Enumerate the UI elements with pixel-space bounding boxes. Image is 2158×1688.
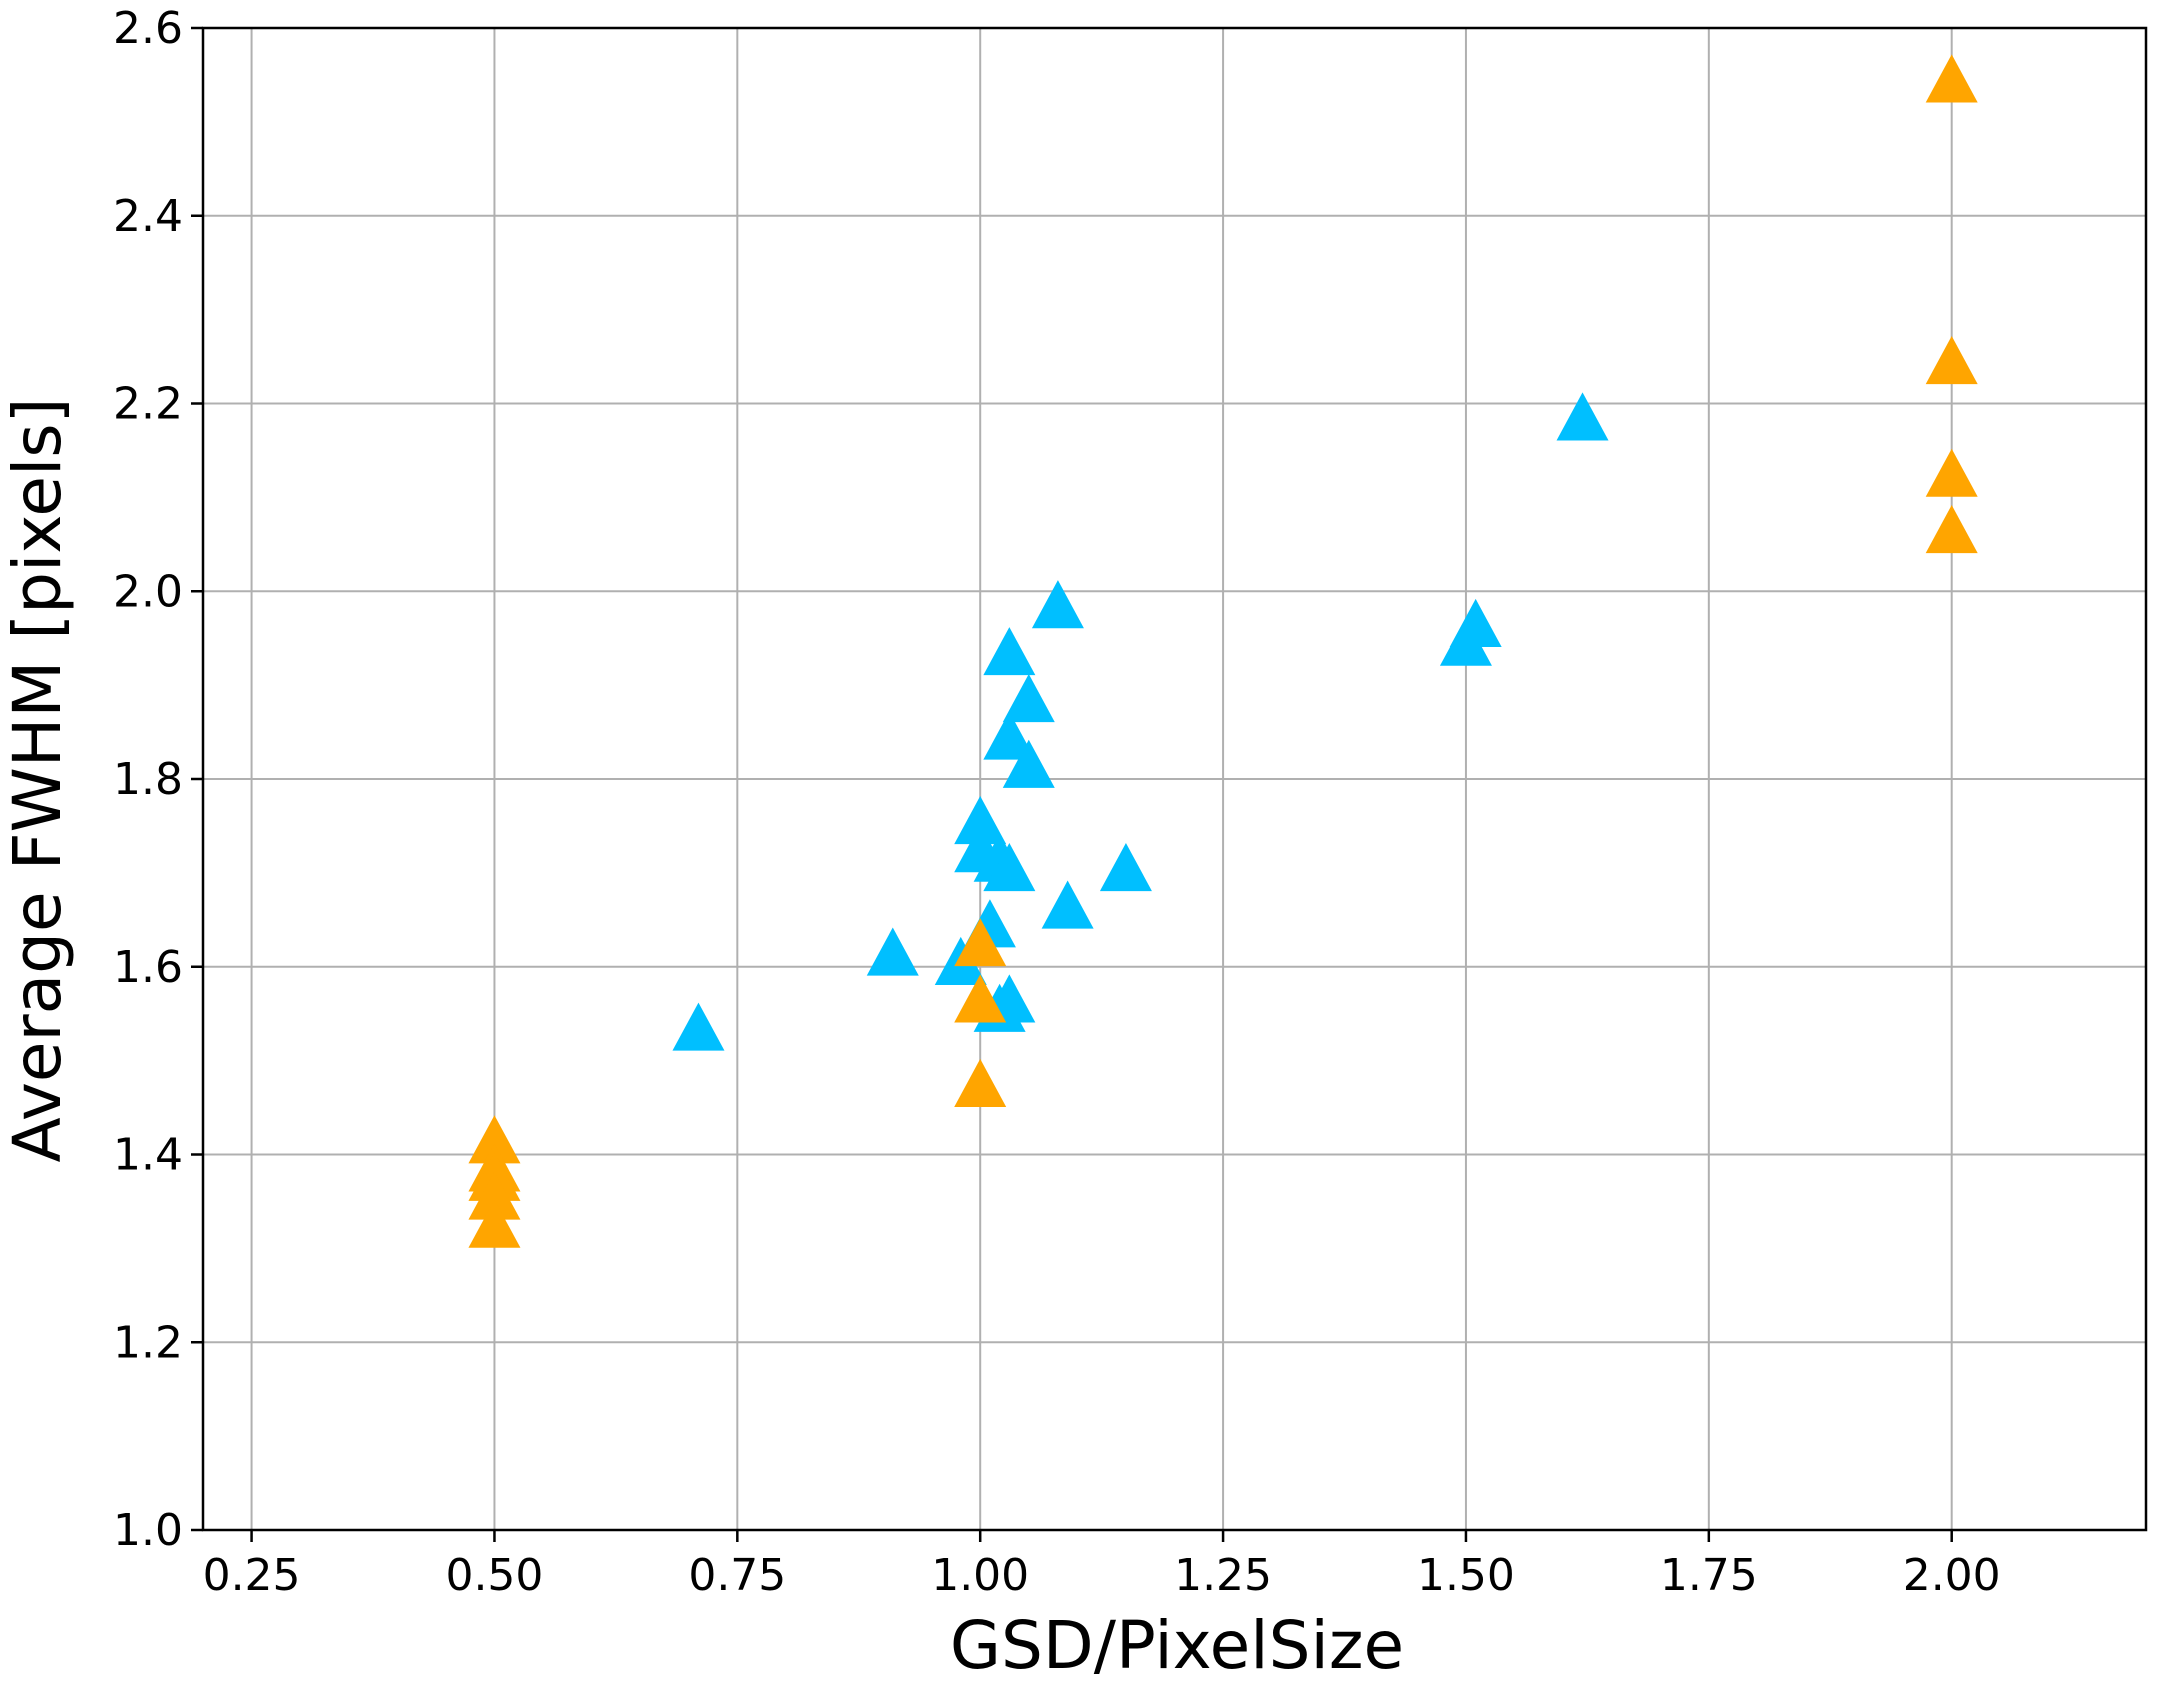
y-tick-label: 1.8 <box>113 754 183 805</box>
scatter-point <box>983 842 1036 892</box>
y-tick-label: 2.6 <box>113 3 183 54</box>
y-tick-label: 2.2 <box>113 379 183 430</box>
scatter-point <box>1002 739 1055 788</box>
scatter-point <box>1925 336 1978 385</box>
y-axis-ticks: 1.0 1.2 1.4 1.6 1.8 2.0 2.2 2.4 2.6 <box>113 3 203 1556</box>
y-tick-label: 2.0 <box>113 566 183 617</box>
scatter-point <box>1031 580 1084 629</box>
y-tick-label: 1.4 <box>113 1130 183 1181</box>
y-axis-label: Average FWHM [pixels] <box>0 398 76 1163</box>
scatter-point <box>954 1058 1007 1107</box>
scatter-point <box>1925 505 1978 554</box>
scatter-point <box>1556 392 1609 441</box>
x-tick-label: 1.75 <box>1660 1550 1758 1601</box>
scatter-point <box>468 1171 521 1220</box>
scatter-point <box>1449 598 1502 647</box>
scatter-point <box>954 796 1007 845</box>
scatter-point <box>672 1002 725 1051</box>
scatter-point <box>1925 54 1978 103</box>
grid-lines <box>203 27 2146 1531</box>
scatter-point <box>1925 448 1978 497</box>
x-tick-label: 0.25 <box>203 1550 301 1601</box>
scatter-point <box>1041 880 1094 929</box>
x-tick-label: 0.50 <box>445 1550 543 1601</box>
x-axis-label: GSD/PixelSize <box>950 1607 1404 1683</box>
x-tick-label: 1.25 <box>1174 1550 1272 1601</box>
x-tick-label: 2.00 <box>1903 1550 2001 1601</box>
scatter-point <box>468 1199 521 1248</box>
y-tick-label: 1.6 <box>113 942 183 993</box>
scatter-point <box>1002 674 1055 723</box>
scatter-point <box>954 918 1007 967</box>
data-points <box>468 54 1978 1248</box>
y-tick-label: 1.2 <box>113 1317 183 1368</box>
x-tick-label: 1.50 <box>1417 1550 1515 1601</box>
scatter-point <box>1099 842 1152 892</box>
scatter-point <box>983 627 1036 676</box>
scatter-point <box>468 1115 521 1164</box>
scatter-point <box>954 974 1007 1023</box>
x-axis-ticks: 0.25 0.50 0.75 1.00 1.25 1.50 1.75 2.00 <box>203 1530 2001 1601</box>
x-tick-label: 0.75 <box>688 1550 786 1601</box>
x-tick-label: 1.00 <box>931 1550 1029 1601</box>
scatter-point <box>983 711 1036 760</box>
y-tick-label: 1.0 <box>113 1505 183 1556</box>
scatter-point <box>866 927 919 976</box>
y-tick-label: 2.4 <box>113 191 183 242</box>
